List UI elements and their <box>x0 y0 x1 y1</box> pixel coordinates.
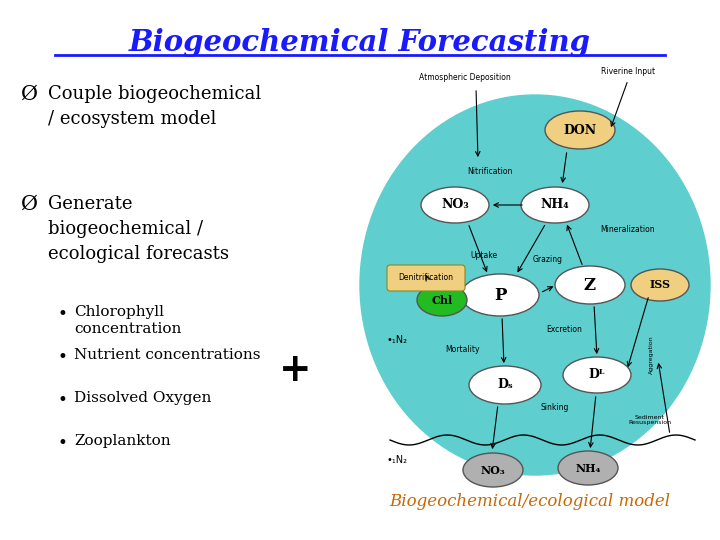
Text: Sinking: Sinking <box>541 403 570 413</box>
Text: DON: DON <box>564 124 597 137</box>
Ellipse shape <box>463 453 523 487</box>
Text: Mortality: Mortality <box>445 346 480 354</box>
Text: Ø: Ø <box>20 85 37 104</box>
Ellipse shape <box>417 284 467 316</box>
Text: NO₃: NO₃ <box>481 464 505 476</box>
Text: Atmospheric Deposition: Atmospheric Deposition <box>419 73 511 83</box>
Ellipse shape <box>558 451 618 485</box>
Text: NO₃: NO₃ <box>441 199 469 212</box>
Text: •: • <box>58 391 68 409</box>
Text: Chlorophyll
concentration: Chlorophyll concentration <box>74 305 181 336</box>
Text: Riverine Input: Riverine Input <box>601 68 655 77</box>
Text: +: + <box>279 351 311 389</box>
Text: Uptake: Uptake <box>470 251 498 260</box>
Text: NH₄: NH₄ <box>575 462 600 474</box>
Text: NH₄: NH₄ <box>541 199 570 212</box>
Text: Nitrification: Nitrification <box>467 167 513 177</box>
Text: Ø: Ø <box>20 195 37 214</box>
Ellipse shape <box>631 269 689 301</box>
Text: Dₛ: Dₛ <box>497 379 513 392</box>
Text: Chl: Chl <box>431 294 453 306</box>
Ellipse shape <box>563 357 631 393</box>
Text: Dᴸ: Dᴸ <box>589 368 606 381</box>
Text: Dissolved Oxygen: Dissolved Oxygen <box>74 391 212 405</box>
Text: Biogeochemical Forecasting: Biogeochemical Forecasting <box>129 28 591 57</box>
Text: •₁N₂: •₁N₂ <box>387 455 408 465</box>
Text: •₁N₂: •₁N₂ <box>387 335 408 345</box>
Text: Z: Z <box>584 276 596 294</box>
Text: Nutrient concentrations: Nutrient concentrations <box>74 348 261 362</box>
Text: Aggregation: Aggregation <box>649 336 654 374</box>
Text: •: • <box>58 305 68 323</box>
Ellipse shape <box>469 366 541 404</box>
Text: Denitrification: Denitrification <box>398 273 454 282</box>
Text: •: • <box>58 348 68 366</box>
Ellipse shape <box>555 266 625 304</box>
Text: Grazing: Grazing <box>533 255 563 265</box>
Ellipse shape <box>461 274 539 316</box>
Text: Sediment
Resuspension: Sediment Resuspension <box>629 415 672 426</box>
Text: Zooplankton: Zooplankton <box>74 434 171 448</box>
Text: Mineralization: Mineralization <box>600 226 655 234</box>
Text: P: P <box>494 287 506 303</box>
Ellipse shape <box>360 95 710 475</box>
Text: Excretion: Excretion <box>546 326 582 334</box>
Text: •: • <box>58 434 68 452</box>
FancyBboxPatch shape <box>387 265 465 291</box>
Ellipse shape <box>421 187 489 223</box>
Ellipse shape <box>545 111 615 149</box>
Text: Biogeochemical/ecological model: Biogeochemical/ecological model <box>390 493 670 510</box>
Text: Generate
biogeochemical /
ecological forecasts: Generate biogeochemical / ecological for… <box>48 195 229 263</box>
Text: Couple biogeochemical
/ ecosystem model: Couple biogeochemical / ecosystem model <box>48 85 261 128</box>
Ellipse shape <box>521 187 589 223</box>
Text: ISS: ISS <box>649 280 670 291</box>
